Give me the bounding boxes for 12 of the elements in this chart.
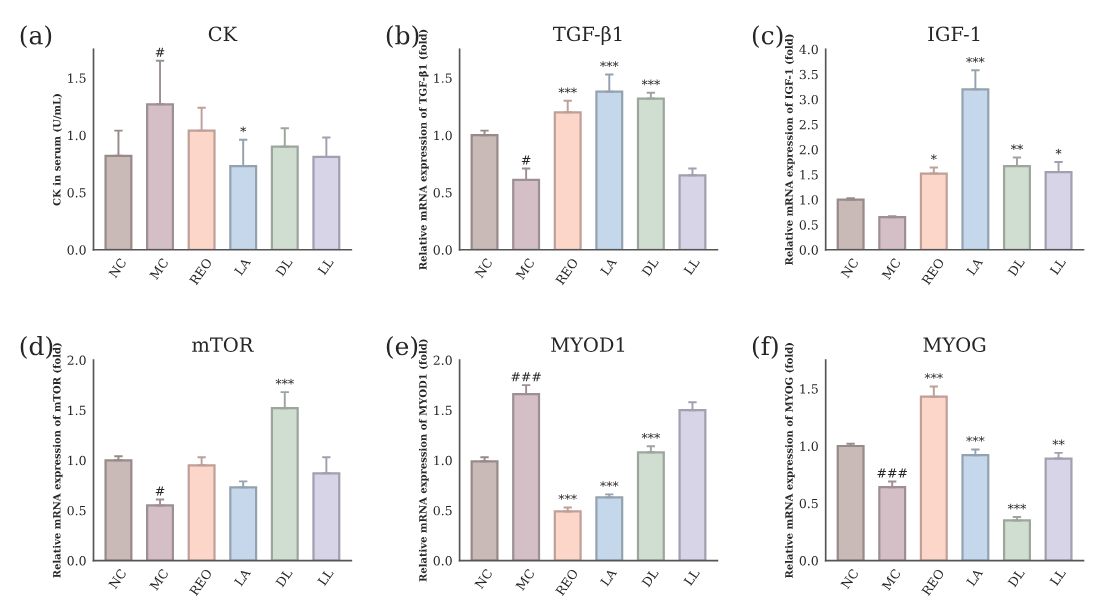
text: (f) bbox=[752, 336, 778, 359]
chart-title: IGF-1 bbox=[928, 26, 980, 42]
chart-title: mTOR bbox=[192, 337, 254, 352]
text: (e) bbox=[386, 336, 418, 359]
text: (d) bbox=[20, 336, 53, 359]
chart-title: MYOD1 bbox=[551, 337, 625, 352]
chart-title: CK bbox=[208, 26, 238, 42]
text: (b) bbox=[386, 25, 419, 49]
text: (c) bbox=[752, 25, 783, 49]
text: (a) bbox=[20, 25, 52, 49]
chart-title: TGF-β1 bbox=[553, 26, 622, 45]
chart-title: MYOG bbox=[923, 337, 986, 352]
